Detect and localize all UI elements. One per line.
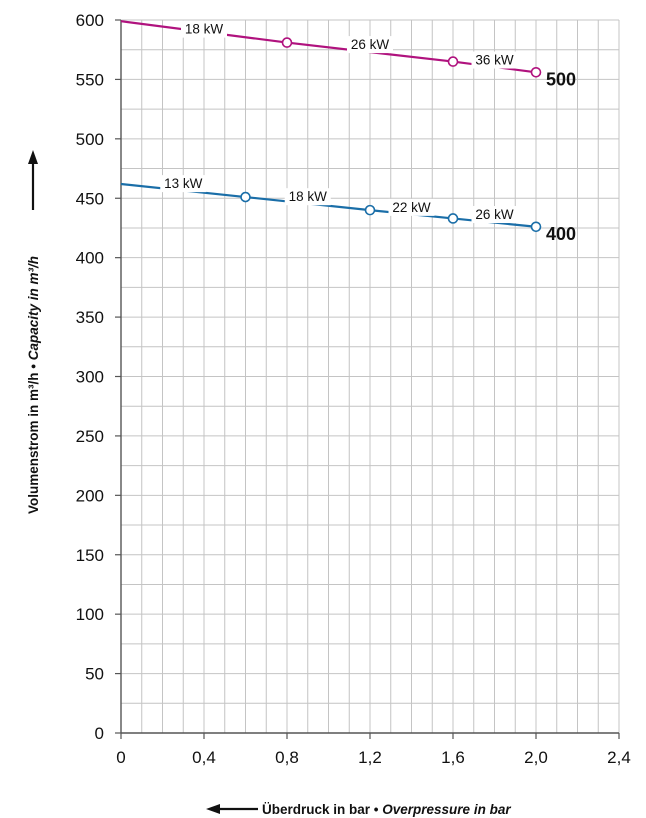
y-axis-title-group: Volumenstrom in m³/h • Capacity in m³/h <box>26 256 41 514</box>
y-tick-label: 200 <box>76 486 104 505</box>
power-label: 18 kW <box>185 22 224 37</box>
y-tick-label: 400 <box>76 249 104 268</box>
series-marker <box>532 68 541 77</box>
series-name-label: 400 <box>546 224 576 244</box>
power-label: 26 kW <box>475 207 514 222</box>
power-label: 18 kW <box>289 189 328 204</box>
power-label: 22 kW <box>392 200 431 215</box>
grid <box>121 20 619 733</box>
y-tick-label: 50 <box>85 665 104 684</box>
x-tick-label: 1,6 <box>441 748 465 767</box>
x-axis-title: Überdruck in bar • Overpressure in bar <box>262 802 511 817</box>
y-tick-label: 600 <box>76 11 104 30</box>
series-marker <box>532 222 541 231</box>
series-name-label: 500 <box>546 69 576 89</box>
x-axis-title-de: Überdruck in bar <box>262 802 371 817</box>
y-tick-label: 300 <box>76 368 104 387</box>
series-marker <box>241 193 250 202</box>
power-label: 13 kW <box>164 176 203 191</box>
y-tick-label: 500 <box>76 130 104 149</box>
y-axis-ticks: 0 50 100 150 200 250 300 350 400 450 500 550 600 <box>76 11 121 743</box>
y-tick-label: 550 <box>76 70 104 89</box>
y-tick-label: 150 <box>76 546 104 565</box>
x-tick-label: 0,4 <box>192 748 216 767</box>
y-axis-arrow-icon <box>28 150 38 210</box>
series-marker <box>449 57 458 66</box>
x-tick-label: 0,8 <box>275 748 299 767</box>
y-axis-title-separator: • <box>26 360 41 372</box>
y-axis-title-de: Volumenstrom in m³/h <box>26 373 41 515</box>
y-tick-label: 450 <box>76 189 104 208</box>
x-tick-label: 0 <box>116 748 125 767</box>
y-tick-label: 250 <box>76 427 104 446</box>
x-tick-label: 2,4 <box>607 748 631 767</box>
power-label: 36 kW <box>475 53 514 68</box>
y-tick-label: 0 <box>95 724 104 743</box>
power-label: 26 kW <box>351 37 390 52</box>
series-marker <box>366 206 375 215</box>
x-axis-arrow-icon <box>206 804 258 814</box>
x-tick-label: 2,0 <box>524 748 548 767</box>
series-marker <box>449 214 458 223</box>
y-axis-title-en: Capacity in m³/h <box>26 256 41 360</box>
y-tick-label: 350 <box>76 308 104 327</box>
x-axis-ticks: 0 0,4 0,8 1,2 1,6 2,0 2,4 <box>116 733 631 767</box>
series-marker <box>283 38 292 47</box>
x-axis-title-separator: • <box>370 802 382 817</box>
x-tick-label: 1,2 <box>358 748 382 767</box>
y-tick-label: 100 <box>76 605 104 624</box>
x-axis-title-en: Overpressure in bar <box>382 802 511 817</box>
y-axis-title: Volumenstrom in m³/h • Capacity in m³/h <box>26 256 41 514</box>
